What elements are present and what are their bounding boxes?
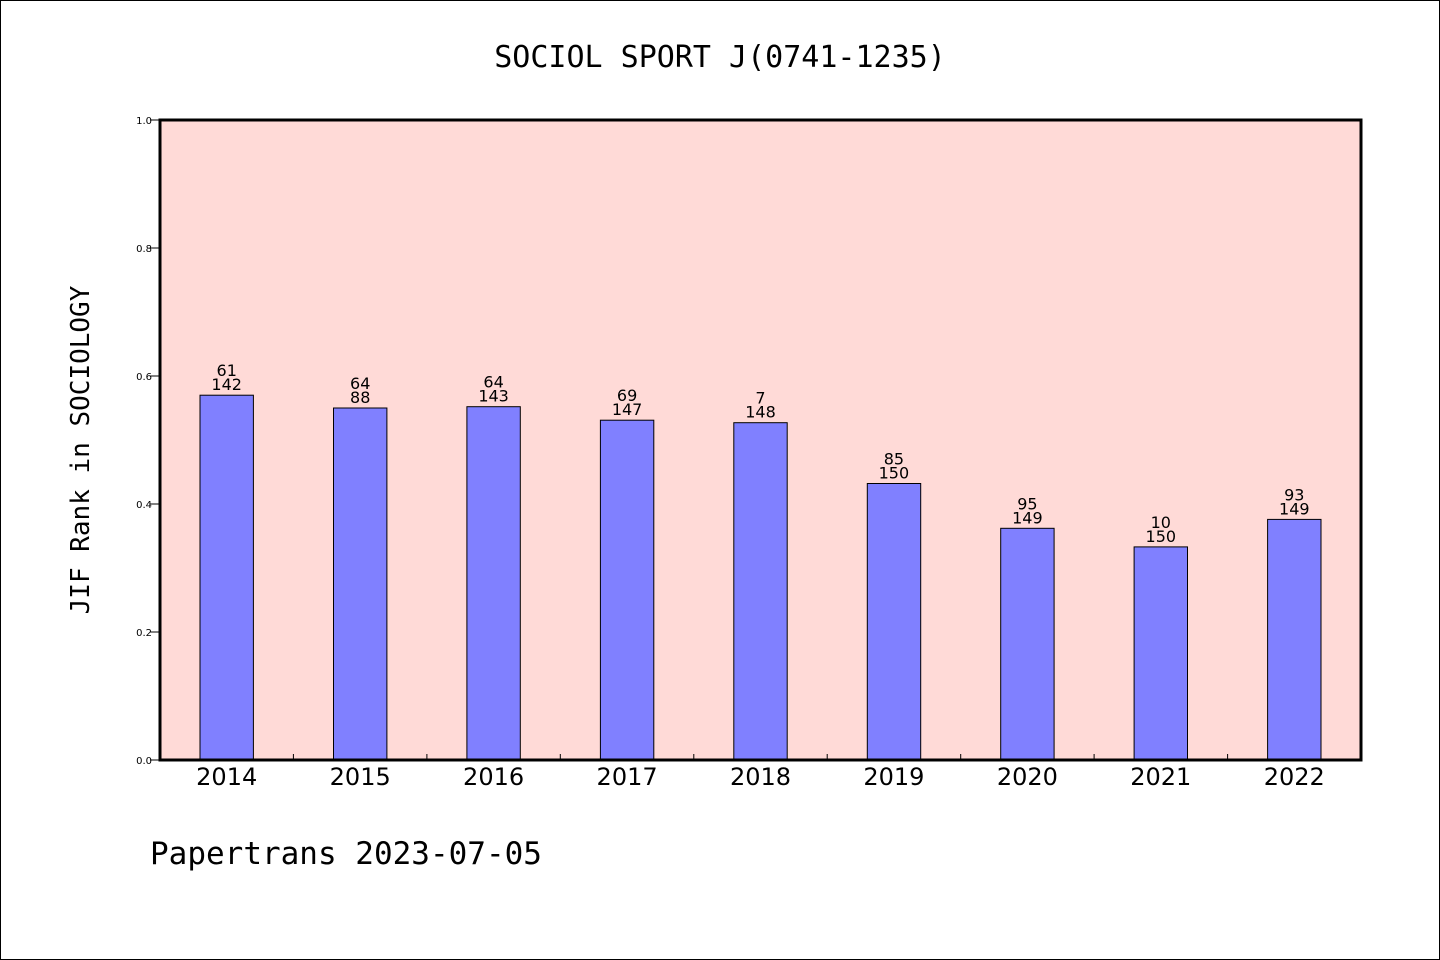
bar-total-label-2019: 150: [879, 464, 910, 483]
bar-2019: [866, 483, 922, 761]
bar-2016: [466, 406, 521, 761]
bar-rank-label-2021: 10: [1151, 513, 1171, 532]
y-axis-ticks: 0.0 0.2 0.4 0.6 0.8 1.0: [136, 116, 160, 767]
y-tick-label: 0.2: [136, 628, 152, 639]
chart-title: SOCIOL SPORT J(0741-1235): [494, 40, 946, 75]
bar-total-label-2022: 149: [1279, 499, 1310, 518]
bar-total-label-2017: 147: [612, 400, 643, 419]
x-tick-label-2021: 2021: [1130, 763, 1191, 791]
bar-2021: [1133, 546, 1188, 761]
plot-border: [158, 118, 1363, 762]
x-tick-label-2014: 2014: [196, 763, 257, 791]
bar-total-label-2016: 143: [478, 387, 509, 406]
bar-rank-label-2018: 7: [755, 389, 765, 408]
y-tick-label: 1.0: [136, 116, 152, 127]
bar-total-label-2018: 148: [745, 403, 776, 422]
x-axis-ticks: 2014 2015 2016 2017 2018 2019 2020 2021 2022: [196, 754, 1325, 791]
bar-2020: [1000, 527, 1055, 761]
y-tick-label: 0.4: [136, 500, 152, 511]
x-tick-label-2017: 2017: [597, 763, 658, 791]
x-tick-label-2018: 2018: [730, 763, 791, 791]
bar-2022: [1267, 518, 1322, 761]
bar-2015: [333, 407, 388, 761]
bar-2017: [599, 419, 655, 761]
bar-rank-label-2016: 64: [483, 373, 503, 392]
x-tick-label-2019: 2019: [863, 763, 924, 791]
bar-rank-label-2017: 69: [617, 386, 637, 405]
bar-total-label-2015: 88: [350, 388, 370, 407]
y-axis-label: JIF Rank in SOCIOLOGY: [66, 285, 96, 614]
y-tick-label: 0.8: [136, 244, 152, 255]
bar-2018: [733, 422, 788, 761]
bar-rank-label-2020: 95: [1017, 494, 1037, 513]
bar-rank-label-2019: 85: [884, 450, 904, 469]
bar-total-label-2014: 142: [211, 375, 242, 394]
bar-2014: [199, 394, 254, 761]
bar-total-label-2020: 149: [1012, 508, 1043, 527]
bar-total-label-2021: 150: [1146, 527, 1177, 546]
x-tick-label-2016: 2016: [463, 763, 524, 791]
bars-group: [199, 394, 1322, 761]
bar-rank-label-2022: 93: [1284, 485, 1304, 504]
x-tick-label-2015: 2015: [330, 763, 391, 791]
x-tick-label-2020: 2020: [997, 763, 1058, 791]
x-tick-label-2022: 2022: [1264, 763, 1325, 791]
y-tick-label: 0.0: [136, 756, 152, 767]
y-tick-label: 0.6: [136, 372, 152, 383]
bar-rank-label-2015: 64: [350, 374, 370, 393]
bar-rank-label-2014: 61: [217, 361, 237, 380]
footer-watermark: Papertrans 2023-07-05: [150, 836, 542, 872]
